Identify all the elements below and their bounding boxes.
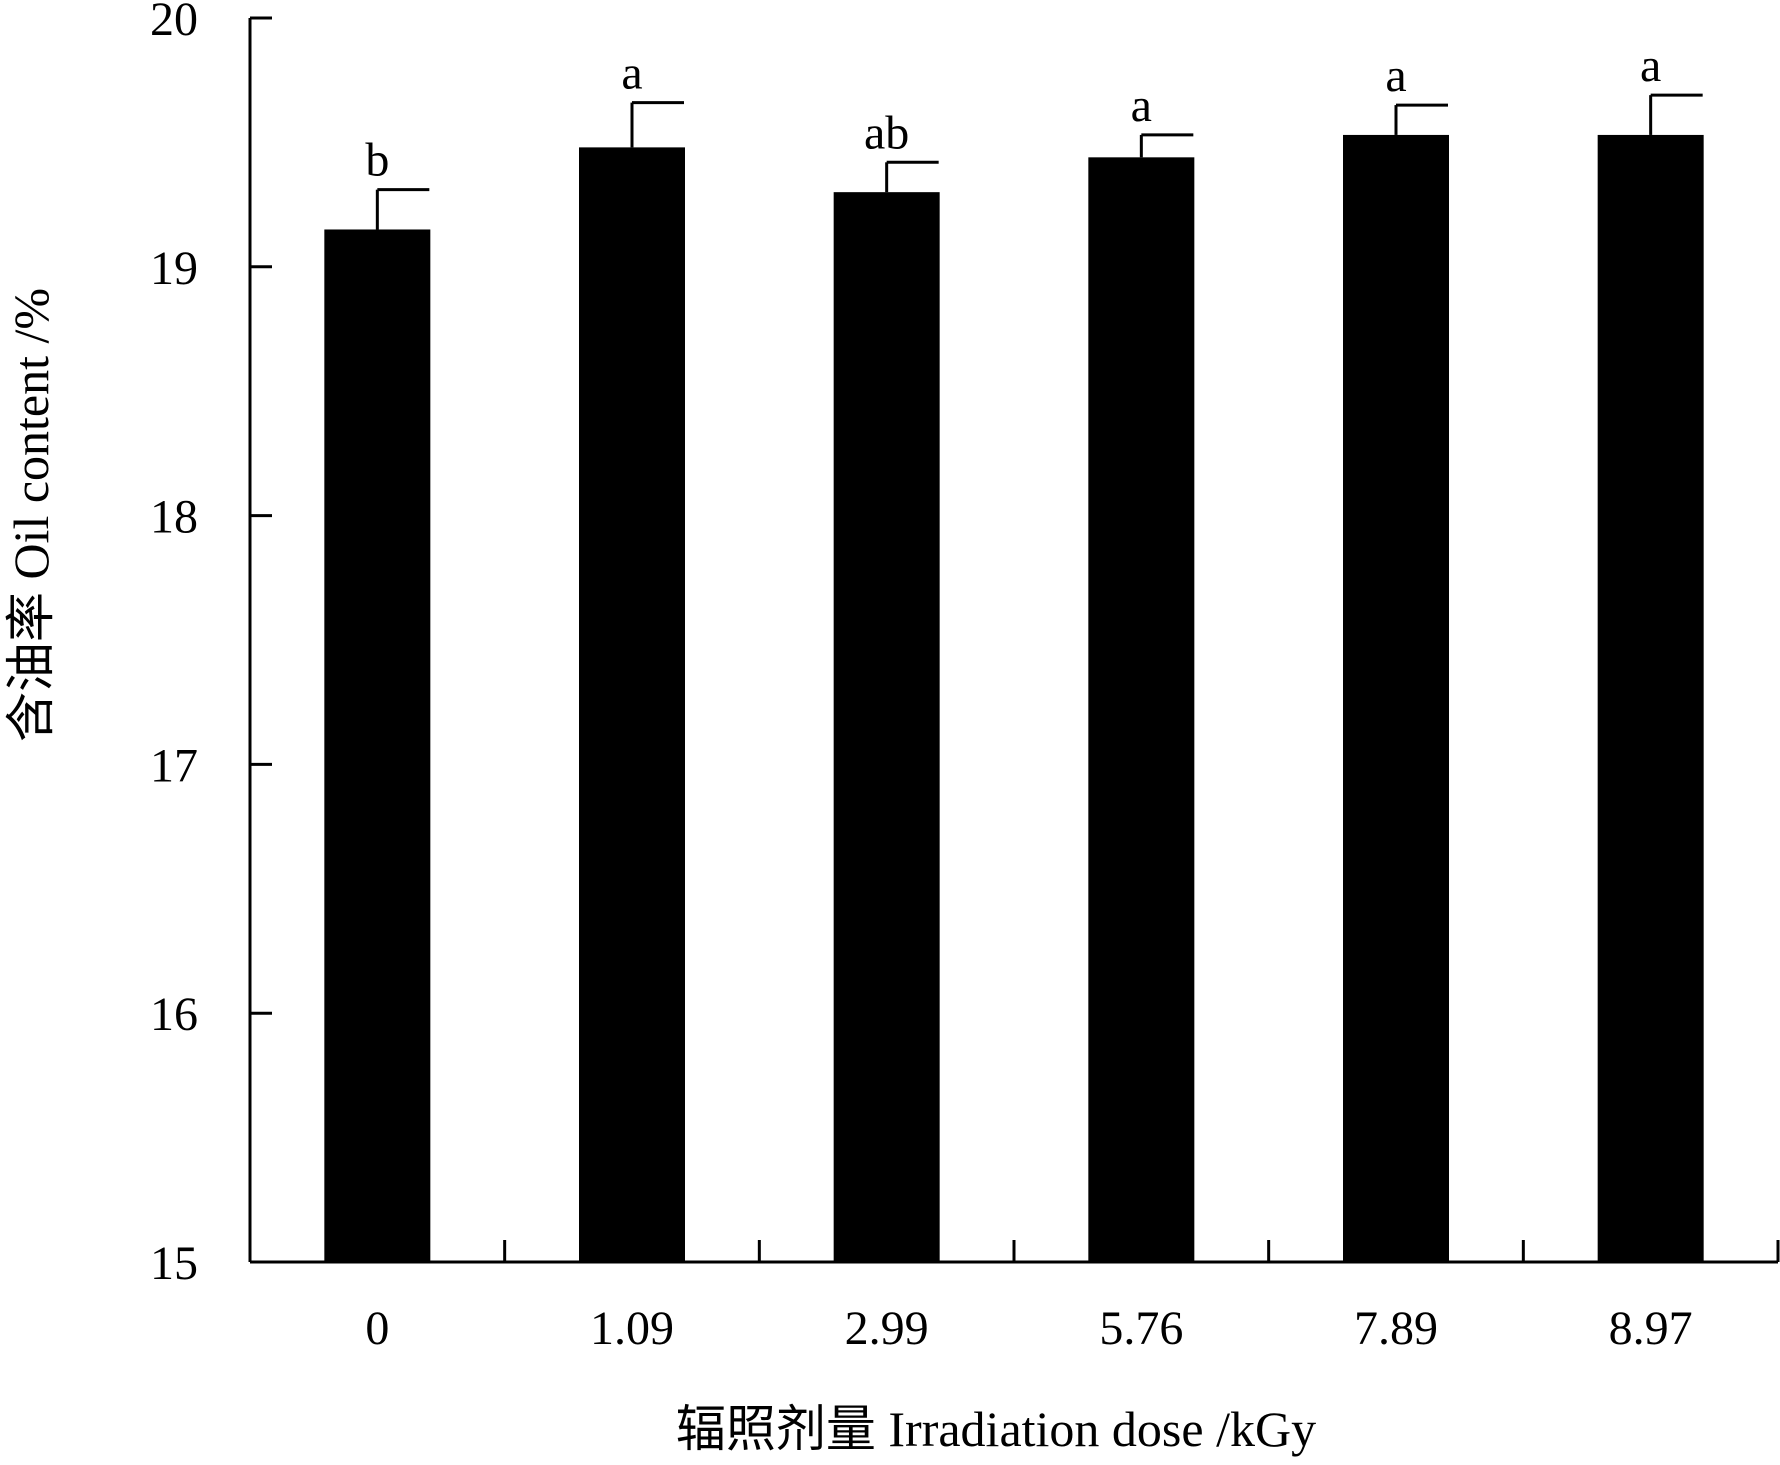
x-ticks-layer: 0 1.09 2.99 5.76 7.89 8.97 <box>365 1240 1780 1355</box>
error-bars-layer <box>375 93 1703 230</box>
x-axis-title: 辐照剂量 Irradiation dose /kGy <box>676 1401 1316 1457</box>
significance-labels-layer: b a ab a a a <box>365 39 1661 187</box>
y-tick-label-3: 18 <box>150 491 198 544</box>
bar-3 <box>1088 157 1195 1262</box>
x-tick-label-4: 7.89 <box>1354 1302 1438 1355</box>
bar-5 <box>1597 134 1704 1262</box>
bar-2 <box>833 192 940 1262</box>
y-axis-title: 含油率 Oil content /% <box>3 288 59 742</box>
significance-label-3: a <box>1131 79 1152 132</box>
bar-4 <box>1343 134 1449 1262</box>
bars-layer <box>324 134 1704 1263</box>
significance-label-5: a <box>1640 39 1661 92</box>
bar-0 <box>324 229 431 1263</box>
bar-1 <box>579 147 685 1263</box>
significance-label-1: a <box>621 47 642 100</box>
significance-label-0: b <box>365 134 389 187</box>
x-tick-label-3: 5.76 <box>1099 1302 1183 1355</box>
x-tick-label-5: 8.97 <box>1609 1302 1693 1355</box>
x-tick-label-2: 2.99 <box>845 1302 929 1355</box>
y-tick-label-5: 20 <box>150 0 198 46</box>
y-ticks-layer: 15 16 17 18 19 20 <box>150 0 272 1290</box>
x-tick-label-0: 0 <box>365 1302 389 1355</box>
y-tick-label-1: 16 <box>150 988 198 1041</box>
y-tick-label-4: 19 <box>150 242 198 295</box>
significance-label-2: ab <box>864 106 909 159</box>
y-tick-label-0: 15 <box>150 1237 198 1290</box>
x-tick-label-1: 1.09 <box>590 1302 674 1355</box>
y-tick-label-2: 17 <box>150 739 198 792</box>
significance-label-4: a <box>1385 49 1406 102</box>
